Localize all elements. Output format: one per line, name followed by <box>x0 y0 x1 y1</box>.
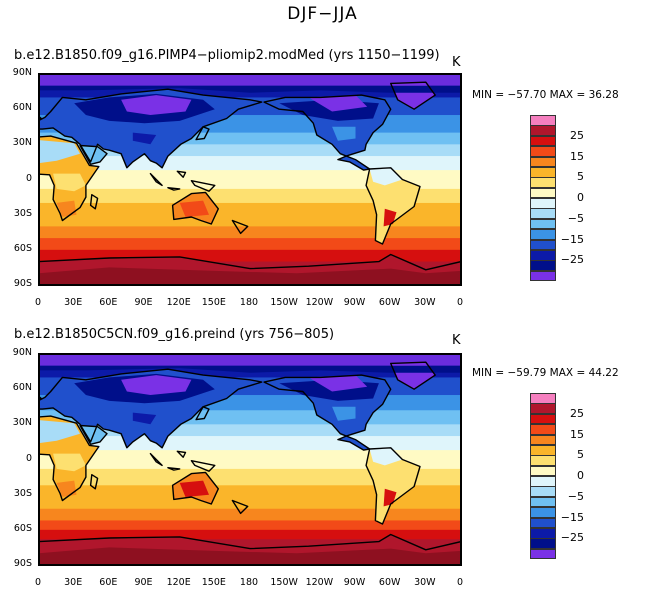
lon-tick-label: 60W <box>378 577 401 588</box>
colorbar-swatch <box>530 260 556 271</box>
lon-tick-label: 180 <box>239 297 259 308</box>
colorbar-label: −5 <box>567 211 584 225</box>
colorbar-swatch <box>530 115 556 126</box>
colorbar-swatch <box>530 465 556 477</box>
lon-tick-label: 150W <box>270 577 298 588</box>
lat-tick-label: 90N <box>12 67 32 78</box>
lat-tick-label: 90S <box>13 558 32 569</box>
colorbar-swatch <box>530 249 556 261</box>
colorbar-swatch <box>530 424 556 435</box>
panel-1-subtitle: b.e12.B1850.f09_g16.PIMP4−pliomip2.modMe… <box>14 48 440 63</box>
colorbar-label: 0 <box>577 469 584 482</box>
lat-tick-label: 0 <box>25 172 32 184</box>
panel-2-map <box>38 353 462 566</box>
lon-tick-label: 180 <box>239 577 259 588</box>
colorbar-swatch <box>530 177 556 188</box>
lon-tick-label: 90E <box>134 577 153 588</box>
panel-2-colorbar <box>530 393 556 560</box>
colorbar-label: −15 <box>560 510 584 524</box>
colorbar-swatch <box>530 527 556 539</box>
lon-tick-label: 120W <box>305 577 334 588</box>
lon-tick-label: 90W <box>343 297 366 308</box>
lon-tick-label: 120E <box>166 297 191 308</box>
colorbar-label: −25 <box>560 253 584 267</box>
colorbar-swatch <box>530 548 556 560</box>
lon-tick-label: 30W <box>414 297 436 308</box>
lon-tick-label: 0 <box>456 297 464 308</box>
colorbar-swatch <box>530 393 556 404</box>
colorbar-label: −5 <box>567 489 584 503</box>
lon-tick-label: 150E <box>201 297 226 308</box>
lat-tick-label: 0 <box>25 452 32 464</box>
lat-tick-label: 30S <box>13 207 32 219</box>
lon-tick-label: 30W <box>414 577 436 588</box>
colorbar-swatch <box>530 208 556 220</box>
lon-tick-label: 120W <box>305 297 334 308</box>
colorbar-swatch <box>530 156 556 168</box>
lon-tick-label: 90E <box>134 297 153 308</box>
panel-1-map-svg <box>39 74 461 285</box>
colorbar-label: 15 <box>570 149 584 163</box>
colorbar-swatch <box>530 476 556 487</box>
colorbar-label: 0 <box>577 191 584 204</box>
lat-tick-label: 30N <box>12 137 32 149</box>
panel-1-units: K <box>452 55 461 70</box>
lon-tick-label: 30E <box>64 297 83 308</box>
lon-tick-label: 0 <box>34 297 42 308</box>
lon-tick-label: 60E <box>99 577 118 588</box>
colorbar-swatch <box>530 125 556 137</box>
lon-tick-label: 120E <box>166 577 191 588</box>
panel-2-subtitle: b.e12.B1850C5CN.f09_g16.preind (yrs 756−… <box>14 327 335 342</box>
colorbar-swatch <box>530 166 556 178</box>
colorbar-swatch <box>530 198 556 209</box>
lat-tick-label: 90S <box>13 278 32 289</box>
lon-tick-label: 30E <box>64 577 83 588</box>
panel-1-min-max: MIN = −57.70 MAX = 36.28 <box>472 89 619 101</box>
colorbar-swatch <box>530 229 556 240</box>
colorbar-swatch <box>530 517 556 529</box>
colorbar-swatch <box>530 413 556 425</box>
colorbar-swatch <box>530 496 556 508</box>
colorbar-swatch <box>530 146 556 157</box>
colorbar-label: 25 <box>570 128 584 142</box>
colorbar-swatch <box>530 434 556 446</box>
lon-tick-label: 60W <box>378 297 401 308</box>
lat-tick-label: 60N <box>12 102 32 114</box>
lon-tick-label: 60E <box>99 297 118 308</box>
colorbar-swatch <box>530 444 556 456</box>
lat-tick-label: 60N <box>12 382 32 394</box>
lon-tick-label: 90W <box>343 577 366 588</box>
lat-tick-label: 90N <box>12 347 32 358</box>
colorbar-label: 25 <box>570 406 584 420</box>
figure-title: DJF−JJA <box>287 4 358 24</box>
colorbar-label: −15 <box>560 232 584 246</box>
lat-tick-label: 60S <box>13 522 32 534</box>
lon-tick-label: 150W <box>270 297 298 308</box>
colorbar-swatch <box>530 486 556 498</box>
lat-tick-label: 30S <box>13 487 32 499</box>
colorbar-swatch <box>530 455 556 466</box>
panel-2-units: K <box>452 333 461 348</box>
panel-2-map-svg <box>39 354 461 565</box>
colorbar-swatch <box>530 270 556 282</box>
colorbar-swatch <box>530 538 556 549</box>
lat-tick-label: 60S <box>13 242 32 254</box>
colorbar-swatch <box>530 187 556 199</box>
colorbar-label: 15 <box>570 427 584 441</box>
panel-2-min-max: MIN = −59.79 MAX = 44.22 <box>472 367 619 379</box>
lon-tick-label: 0 <box>34 577 42 588</box>
colorbar-label: 5 <box>577 448 584 462</box>
colorbar-swatch <box>530 239 556 251</box>
lon-tick-label: 150E <box>201 577 226 588</box>
colorbar-label: −25 <box>560 531 584 545</box>
colorbar-swatch <box>530 218 556 230</box>
panel-1-map <box>38 73 462 286</box>
lat-tick-label: 30N <box>12 417 32 429</box>
colorbar-swatch <box>530 403 556 415</box>
panel-1-colorbar <box>530 115 556 282</box>
lon-tick-label: 0 <box>456 577 464 588</box>
colorbar-swatch <box>530 135 556 147</box>
colorbar-label: 5 <box>577 170 584 184</box>
colorbar-swatch <box>530 507 556 518</box>
